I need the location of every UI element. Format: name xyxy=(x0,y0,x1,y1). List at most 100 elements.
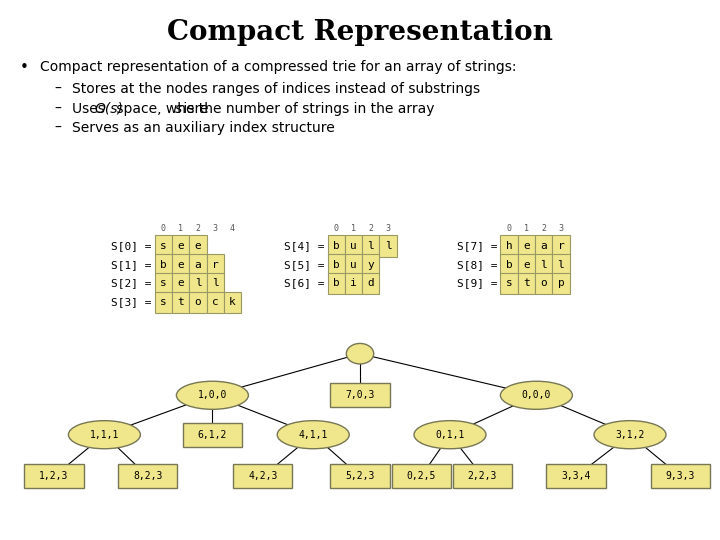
FancyBboxPatch shape xyxy=(189,292,207,313)
Text: e: e xyxy=(523,241,530,251)
Text: i: i xyxy=(350,279,357,288)
Text: b: b xyxy=(333,279,340,288)
Ellipse shape xyxy=(346,343,374,364)
Ellipse shape xyxy=(414,421,486,449)
Text: s: s xyxy=(160,241,167,251)
Text: l: l xyxy=(194,279,202,288)
Text: s: s xyxy=(505,279,513,288)
Text: 1,1,1: 1,1,1 xyxy=(90,430,119,440)
FancyBboxPatch shape xyxy=(518,235,535,256)
Text: p: p xyxy=(557,279,564,288)
Text: S[7] =: S[7] = xyxy=(457,241,498,251)
Text: l: l xyxy=(367,241,374,251)
Text: S[8] =: S[8] = xyxy=(457,260,498,269)
Text: s: s xyxy=(175,102,182,116)
Text: e: e xyxy=(194,241,202,251)
Text: 3,1,2: 3,1,2 xyxy=(616,430,644,440)
Text: 0: 0 xyxy=(334,224,338,233)
Text: –: – xyxy=(54,102,61,116)
Text: a: a xyxy=(194,260,202,269)
FancyBboxPatch shape xyxy=(535,273,552,294)
Text: 6,1,2: 6,1,2 xyxy=(198,430,227,440)
Text: 3: 3 xyxy=(386,224,390,233)
Text: 4,1,1: 4,1,1 xyxy=(299,430,328,440)
Text: 3: 3 xyxy=(213,224,217,233)
Text: S[2] =: S[2] = xyxy=(112,279,152,288)
FancyBboxPatch shape xyxy=(155,273,172,294)
FancyBboxPatch shape xyxy=(207,254,224,275)
FancyBboxPatch shape xyxy=(345,273,362,294)
FancyBboxPatch shape xyxy=(172,292,189,313)
Text: l: l xyxy=(212,279,219,288)
Text: h: h xyxy=(505,241,513,251)
Text: Compact representation of a compressed trie for an array of strings:: Compact representation of a compressed t… xyxy=(40,60,516,75)
Text: a: a xyxy=(540,241,547,251)
FancyBboxPatch shape xyxy=(500,235,518,256)
Text: Serves as an auxiliary index structure: Serves as an auxiliary index structure xyxy=(72,121,335,135)
FancyBboxPatch shape xyxy=(233,464,292,488)
Text: 1: 1 xyxy=(351,224,356,233)
Text: 1: 1 xyxy=(179,224,183,233)
Text: l: l xyxy=(540,260,547,269)
Text: 3: 3 xyxy=(559,224,563,233)
Text: l: l xyxy=(384,241,392,251)
Text: S[5] =: S[5] = xyxy=(284,260,325,269)
Text: 3,3,4: 3,3,4 xyxy=(562,471,590,481)
FancyBboxPatch shape xyxy=(362,273,379,294)
FancyBboxPatch shape xyxy=(207,273,224,294)
FancyBboxPatch shape xyxy=(500,273,518,294)
Text: 0,2,5: 0,2,5 xyxy=(407,471,436,481)
FancyBboxPatch shape xyxy=(362,254,379,275)
Text: 9,3,3: 9,3,3 xyxy=(666,471,695,481)
Ellipse shape xyxy=(500,381,572,409)
FancyBboxPatch shape xyxy=(330,383,390,407)
Text: space, where: space, where xyxy=(112,102,213,116)
Text: k: k xyxy=(229,298,236,307)
Text: Uses: Uses xyxy=(72,102,109,116)
FancyBboxPatch shape xyxy=(552,273,570,294)
Text: 2: 2 xyxy=(196,224,200,233)
Text: 1,2,3: 1,2,3 xyxy=(40,471,68,481)
FancyBboxPatch shape xyxy=(155,292,172,313)
FancyBboxPatch shape xyxy=(518,273,535,294)
Text: 1: 1 xyxy=(524,224,528,233)
Text: 4,2,3: 4,2,3 xyxy=(248,471,277,481)
FancyBboxPatch shape xyxy=(24,464,84,488)
FancyBboxPatch shape xyxy=(552,235,570,256)
Text: 2,2,3: 2,2,3 xyxy=(468,471,497,481)
FancyBboxPatch shape xyxy=(155,235,172,256)
Text: y: y xyxy=(367,260,374,269)
FancyBboxPatch shape xyxy=(362,235,379,256)
Text: o: o xyxy=(194,298,202,307)
Text: S[9] =: S[9] = xyxy=(457,279,498,288)
FancyBboxPatch shape xyxy=(546,464,606,488)
Text: 5,2,3: 5,2,3 xyxy=(346,471,374,481)
Text: 0: 0 xyxy=(161,224,166,233)
Text: 0,1,1: 0,1,1 xyxy=(436,430,464,440)
FancyBboxPatch shape xyxy=(155,254,172,275)
Text: u: u xyxy=(350,241,357,251)
FancyBboxPatch shape xyxy=(379,235,397,256)
Text: 2: 2 xyxy=(369,224,373,233)
Text: Stores at the nodes ranges of indices instead of substrings: Stores at the nodes ranges of indices in… xyxy=(72,82,480,96)
Text: •: • xyxy=(20,60,29,76)
Text: t: t xyxy=(523,279,530,288)
Text: r: r xyxy=(212,260,219,269)
FancyBboxPatch shape xyxy=(172,235,189,256)
FancyBboxPatch shape xyxy=(500,254,518,275)
FancyBboxPatch shape xyxy=(189,273,207,294)
Text: –: – xyxy=(54,121,61,135)
FancyBboxPatch shape xyxy=(535,235,552,256)
FancyBboxPatch shape xyxy=(552,254,570,275)
Text: –: – xyxy=(54,82,61,96)
Text: u: u xyxy=(350,260,357,269)
FancyBboxPatch shape xyxy=(189,235,207,256)
Text: s: s xyxy=(160,298,167,307)
Text: 4: 4 xyxy=(230,224,235,233)
Text: b: b xyxy=(333,241,340,251)
FancyBboxPatch shape xyxy=(330,464,390,488)
FancyBboxPatch shape xyxy=(172,273,189,294)
Text: e: e xyxy=(177,279,184,288)
Text: s: s xyxy=(160,279,167,288)
FancyBboxPatch shape xyxy=(118,464,177,488)
